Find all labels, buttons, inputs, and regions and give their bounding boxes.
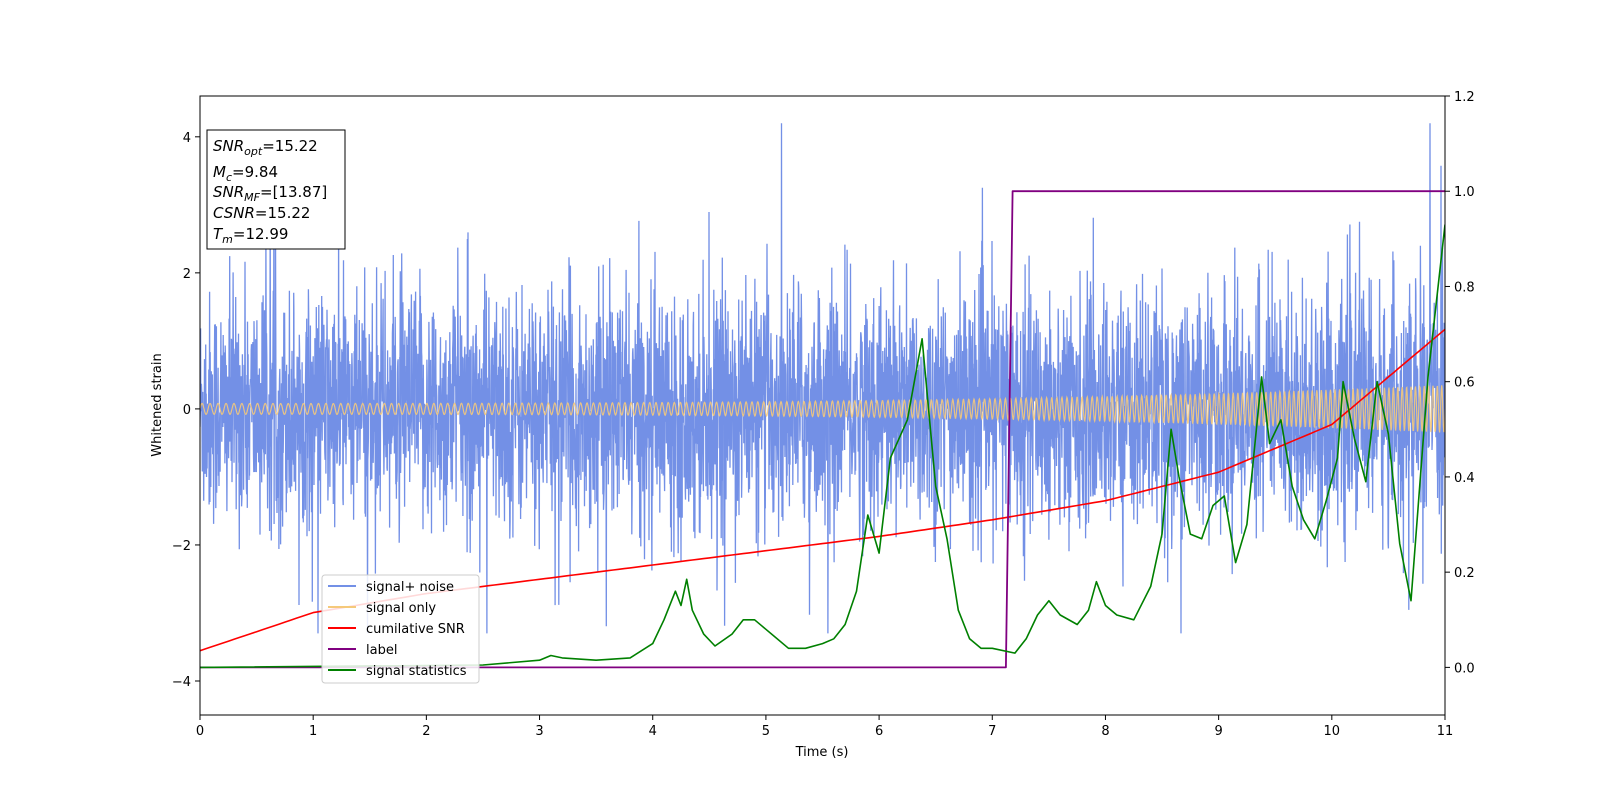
series-signal-noise-line [200, 123, 1445, 634]
x-tick-label: 10 [1324, 724, 1341, 739]
y2-tick-label: 0.0 [1454, 661, 1475, 676]
x-tick-label: 9 [1214, 724, 1222, 739]
x-tick-label: 4 [649, 724, 657, 739]
y2-tick-label: 0.8 [1454, 280, 1475, 295]
x-tick-label: 2 [422, 724, 430, 739]
series-signal-statistics-line [200, 224, 1445, 669]
y-tick-label: 2 [183, 267, 191, 282]
series-label-line [200, 190, 1445, 669]
y-tick-label: −4 [172, 675, 191, 690]
x-tick-label: 5 [762, 724, 770, 739]
legend-label: signal+ noise [366, 580, 454, 595]
annotation-line: SNRopt=15.22 [213, 137, 318, 158]
x-axis-label: Time (s) [795, 745, 849, 760]
legend-label: cumilative SNR [366, 622, 465, 637]
y2-tick-label: 0.2 [1454, 566, 1475, 581]
y-axis-label: Whitened strain [150, 353, 165, 456]
legend-label: signal statistics [366, 664, 467, 679]
metrics-annotation-box: SNRopt=15.22 Mc=9.84SNRMF=[13.87]CSNR=15.… [206, 129, 346, 250]
y2-tick-label: 1.0 [1454, 185, 1475, 200]
legend-label: label [366, 643, 397, 658]
x-tick-label: 3 [535, 724, 543, 739]
annotation-line: CSNR=15.22 [213, 204, 310, 222]
x-tick-label: 6 [875, 724, 883, 739]
y-tick-label: 0 [183, 403, 191, 418]
x-tick-label: 1 [309, 724, 317, 739]
y2-tick-label: 0.6 [1454, 376, 1475, 391]
annotation-line: Mc=9.84 [213, 163, 278, 184]
x-tick-label: 8 [1101, 724, 1109, 739]
x-tick-label: 7 [988, 724, 996, 739]
legend: signal+ noise signal only cumilative SNR la… [321, 574, 480, 684]
series-signal-only-line [200, 384, 1445, 433]
x-tick-label: 0 [196, 724, 204, 739]
plot-frame [199, 95, 1446, 716]
annotation-line: Tm=12.99 [213, 225, 288, 246]
y-tick-label: 4 [183, 131, 191, 146]
y2-tick-label: 0.4 [1454, 471, 1475, 486]
annotation-line: SNRMF=[13.87] [213, 183, 327, 204]
y2-tick-label: 1.2 [1454, 90, 1475, 105]
legend-frame [321, 574, 480, 684]
x-tick-label: 11 [1437, 724, 1454, 739]
y-tick-label: −2 [172, 539, 191, 554]
annotation-frame [206, 129, 346, 250]
legend-label: signal only [366, 601, 436, 616]
